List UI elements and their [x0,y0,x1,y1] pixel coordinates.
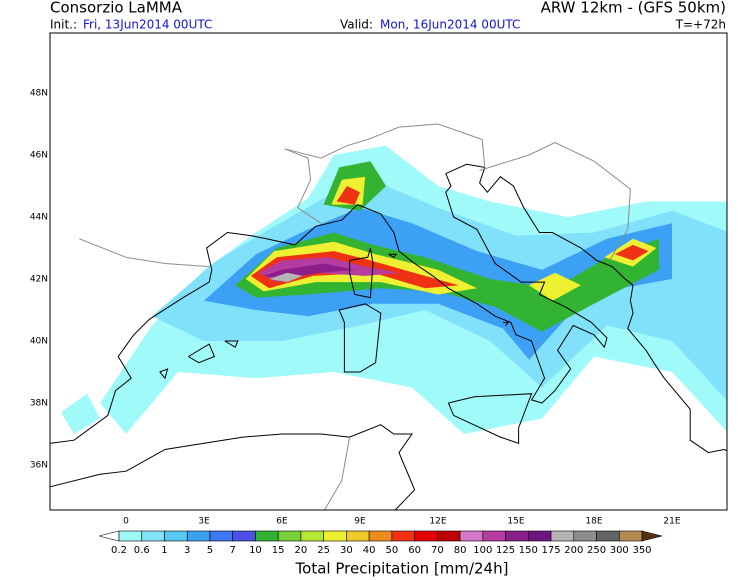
left-title: Consorzio LaMMA [50,0,183,17]
colorbar-label: 150 [519,545,538,556]
colorbar-box [596,530,620,542]
colorbar-label: 300 [610,545,629,556]
colorbar-label: 5 [207,545,213,556]
coastline [447,393,533,444]
colorbar: 0.2 0.6 1 3 5 7 10 15 20 25 30 40 50 60 70 80 100 125 150 1… [98,530,663,556]
precip-area [529,272,581,301]
colorbar-label: 7 [230,545,236,556]
colorbar-box [323,530,347,542]
coastline [50,424,416,510]
precip-area [269,272,303,283]
colorbar-box [118,530,143,542]
colorbar-label: 200 [564,545,583,556]
colorbar-label: 0.6 [134,545,150,556]
border [284,123,486,168]
colorbar-box [573,530,597,542]
coastline [503,321,510,326]
coastline [188,343,216,364]
colorbar-box [209,530,233,542]
lat-label: 48N [30,89,48,99]
colorbar-label: 100 [473,545,492,556]
colorbar-box [300,530,324,542]
colorbar-label: 80 [454,545,467,556]
colorbar-box [437,530,461,542]
colorbar-label: 250 [587,545,606,556]
coastline [50,163,727,454]
colorbar-label: 15 [272,545,285,556]
border [79,238,210,268]
colorbar-box [277,530,302,542]
colorbar-label: 25 [317,545,330,556]
lat-label: 46N [30,151,48,161]
colorbar-label: 20 [295,545,308,556]
colorbar-title: Total Precipitation [mm/24h] [295,560,509,578]
colorbar-label: 60 [408,545,421,556]
precip-area [336,186,360,205]
init-label: Init.: [50,18,77,32]
lat-label: 38N [30,399,48,409]
colorbar-box [255,530,279,542]
colorbar-box [368,530,393,542]
colorbar-label: 1 [161,545,167,556]
lon-label: 0 [123,517,129,527]
lon-label: 15E [507,517,524,527]
init-time: Fri, 13Jun2014 00UTC [83,18,212,32]
colorbar-box [459,530,484,542]
colorbar-box [550,530,575,542]
coastline [338,303,382,373]
colorbar-over [641,530,663,542]
colorbar-label: 10 [249,545,262,556]
lat-label: 44N [30,213,48,223]
lon-label: 18E [585,517,602,527]
coastline [349,247,374,299]
precip-area [61,393,100,434]
precip-area [614,244,649,261]
map-frame [49,32,728,511]
colorbar-label: 175 [541,545,560,556]
lon-label: 6E [276,517,288,527]
border [323,437,351,510]
colorbar-label: 30 [340,545,353,556]
colorbar-box [164,530,188,542]
coastline [159,368,169,380]
lon-label: 12E [429,517,446,527]
lon-label: 9E [354,517,366,527]
colorbar-box [528,530,552,542]
colorbar-box [186,530,211,542]
colorbar-box [482,530,506,542]
forecast-step: T=+72h [675,18,726,32]
colorbar-box [505,530,529,542]
lat-label: 42N [30,275,48,285]
colorbar-box [618,530,643,542]
coastline [224,340,239,348]
valid-time: Mon, 16Jun2014 00UTC [380,18,520,32]
valid-label: Valid: [340,18,373,32]
border [479,142,631,261]
lon-label: 21E [663,517,680,527]
colorbar-label: 50 [386,545,399,556]
lat-label: 40N [30,337,48,347]
colorbar-label: 40 [363,545,376,556]
colorbar-label: 125 [496,545,515,556]
lat-label: 36N [30,461,48,471]
border [284,148,322,224]
colorbar-label: 3 [184,545,190,556]
colorbar-box [141,530,165,542]
colorbar-box [414,530,438,542]
colorbar-label: 70 [431,545,444,556]
colorbar-box [391,530,415,542]
colorbar-box [346,530,370,542]
lon-label: 3E [198,517,210,527]
colorbar-label: 350 [632,545,651,556]
map [50,123,727,510]
right-title: ARW 12km - (GFS 50km) [541,0,726,17]
coastline [388,253,398,258]
colorbar-label: 0.2 [111,545,127,556]
colorbar-box [232,530,256,542]
